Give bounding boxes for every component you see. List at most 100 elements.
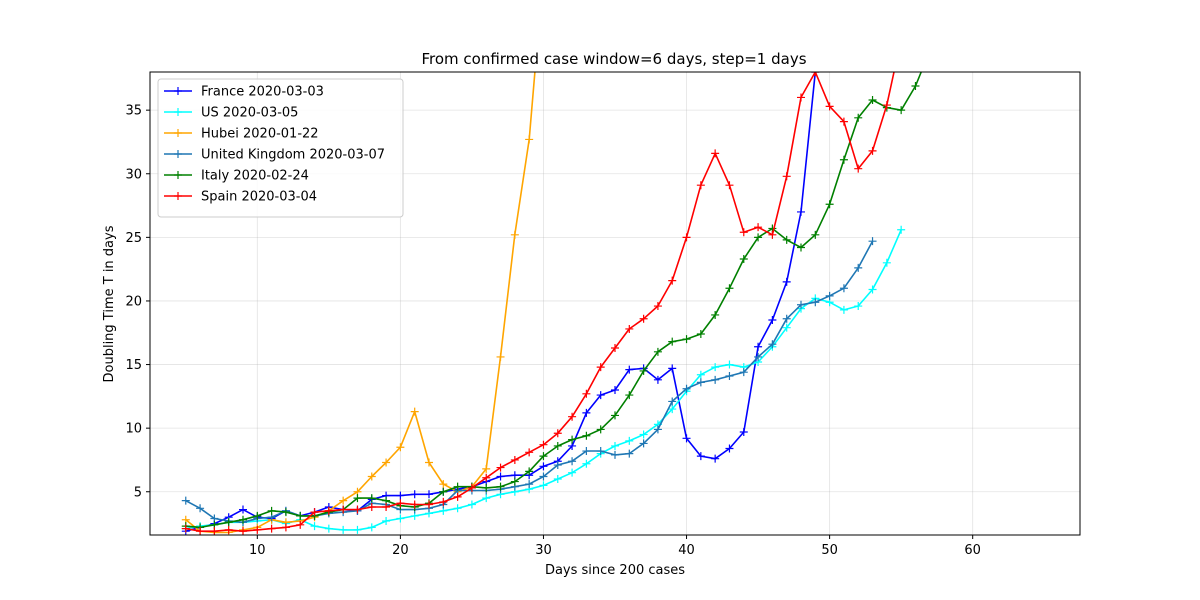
data-point-united-kingdom-2020-03-07 xyxy=(196,504,205,513)
data-point-france-2020-03-03 xyxy=(539,462,548,471)
data-point-italy-2020-02-24 xyxy=(553,441,562,450)
data-point-united-kingdom-2020-03-07 xyxy=(782,314,791,323)
data-point-us-2020-03-05 xyxy=(696,370,705,379)
y-tick-label: 10 xyxy=(125,422,142,437)
data-point-italy-2020-02-24 xyxy=(711,310,720,319)
data-point-us-2020-03-05 xyxy=(482,494,491,503)
data-point-us-2020-03-05 xyxy=(854,302,863,311)
data-point-italy-2020-02-24 xyxy=(668,337,677,346)
data-point-spain-2020-03-04 xyxy=(181,524,190,533)
series-group xyxy=(181,72,922,535)
data-point-italy-2020-02-24 xyxy=(281,508,290,517)
data-point-us-2020-03-05 xyxy=(353,525,362,534)
data-point-spain-2020-03-04 xyxy=(410,500,419,509)
data-point-spain-2020-03-04 xyxy=(296,520,305,529)
data-point-us-2020-03-05 xyxy=(339,525,348,534)
x-tick-label: 60 xyxy=(964,543,981,558)
data-point-italy-2020-02-24 xyxy=(811,230,820,239)
data-point-italy-2020-02-24 xyxy=(653,347,662,356)
data-point-italy-2020-02-24 xyxy=(897,106,906,115)
data-point-france-2020-03-03 xyxy=(653,375,662,384)
data-point-united-kingdom-2020-03-07 xyxy=(797,300,805,309)
legend: France 2020-03-03 US 2020-03-05 Hubei 2020… xyxy=(157,78,404,218)
data-point-hubei-2020-01-22 xyxy=(425,458,433,467)
data-point-spain-2020-03-04 xyxy=(224,525,233,534)
data-point-united-kingdom-2020-03-07 xyxy=(696,378,705,387)
data-point-united-kingdom-2020-03-07 xyxy=(181,496,190,505)
data-point-spain-2020-03-04 xyxy=(267,524,276,533)
data-point-france-2020-03-03 xyxy=(410,490,419,499)
data-point-spain-2020-03-04 xyxy=(396,499,405,508)
data-point-france-2020-03-03 xyxy=(696,452,705,461)
data-point-us-2020-03-05 xyxy=(882,258,891,267)
chart-title: From confirmed case window=6 days, step=… xyxy=(421,50,806,68)
data-point-italy-2020-02-24 xyxy=(353,494,362,503)
data-point-us-2020-03-05 xyxy=(467,500,476,509)
y-tick-label: 35 xyxy=(125,104,142,119)
data-point-us-2020-03-05 xyxy=(539,481,548,490)
x-tick-label: 50 xyxy=(821,543,838,558)
data-point-spain-2020-03-04 xyxy=(782,172,791,181)
data-point-spain-2020-03-04 xyxy=(510,455,519,464)
data-point-united-kingdom-2020-03-07 xyxy=(582,447,591,456)
legend-label-france-2020-03-03: France 2020-03-03 xyxy=(201,85,324,100)
data-point-united-kingdom-2020-03-07 xyxy=(868,237,877,246)
grid xyxy=(150,72,1080,535)
data-point-united-kingdom-2020-03-07 xyxy=(625,449,634,458)
data-point-spain-2020-03-04 xyxy=(839,117,848,126)
data-point-us-2020-03-05 xyxy=(582,459,591,468)
data-point-spain-2020-03-04 xyxy=(525,448,534,457)
data-point-france-2020-03-03 xyxy=(739,427,748,436)
data-point-us-2020-03-05 xyxy=(897,225,906,234)
data-point-hubei-2020-01-22 xyxy=(510,230,519,239)
data-point-spain-2020-03-04 xyxy=(339,505,348,514)
data-point-france-2020-03-03 xyxy=(725,444,734,453)
legend-label-united-kingdom-2020-03-07: United Kingdom 2020-03-07 xyxy=(201,148,385,163)
data-point-italy-2020-02-24 xyxy=(582,431,591,440)
data-point-us-2020-03-05 xyxy=(611,441,619,450)
data-point-spain-2020-03-04 xyxy=(253,525,262,534)
data-point-united-kingdom-2020-03-07 xyxy=(525,480,534,489)
data-point-italy-2020-02-24 xyxy=(825,200,834,209)
data-point-italy-2020-02-24 xyxy=(453,482,462,491)
data-point-us-2020-03-05 xyxy=(568,468,577,477)
data-point-italy-2020-02-24 xyxy=(596,425,605,434)
data-point-france-2020-03-03 xyxy=(496,472,505,481)
legend-box xyxy=(157,78,404,218)
data-point-us-2020-03-05 xyxy=(668,405,677,414)
x-tick-label: 30 xyxy=(535,543,552,558)
data-point-italy-2020-02-24 xyxy=(839,155,848,164)
data-point-hubei-2020-01-22 xyxy=(410,407,419,416)
data-point-spain-2020-03-04 xyxy=(768,230,777,239)
legend-marker-united-kingdom-2020-03-07 xyxy=(174,150,182,158)
data-point-france-2020-03-03 xyxy=(611,385,619,394)
data-point-spain-2020-03-04 xyxy=(668,276,677,285)
data-point-us-2020-03-05 xyxy=(396,514,405,523)
data-point-spain-2020-03-04 xyxy=(739,228,748,237)
data-point-spain-2020-03-04 xyxy=(310,508,319,517)
data-point-spain-2020-03-04 xyxy=(625,324,634,333)
data-point-united-kingdom-2020-03-07 xyxy=(639,439,648,448)
data-point-united-kingdom-2020-03-07 xyxy=(725,372,734,381)
data-point-france-2020-03-03 xyxy=(596,391,605,400)
legend-label-hubei-2020-01-22: Hubei 2020-01-22 xyxy=(201,127,319,142)
data-point-italy-2020-02-24 xyxy=(911,81,920,90)
data-point-hubei-2020-01-22 xyxy=(396,443,405,452)
data-point-italy-2020-02-24 xyxy=(367,494,376,503)
data-point-spain-2020-03-04 xyxy=(467,483,476,492)
data-point-italy-2020-02-24 xyxy=(611,411,619,420)
data-point-spain-2020-03-04 xyxy=(210,527,219,535)
data-point-italy-2020-02-24 xyxy=(496,482,505,491)
data-point-spain-2020-03-04 xyxy=(353,505,362,514)
data-point-italy-2020-02-24 xyxy=(253,511,262,520)
legend-label-us-2020-03-05: US 2020-03-05 xyxy=(201,106,298,121)
data-point-us-2020-03-05 xyxy=(639,430,648,439)
data-point-us-2020-03-05 xyxy=(868,285,877,294)
data-point-spain-2020-03-04 xyxy=(653,302,662,311)
data-point-spain-2020-03-04 xyxy=(496,463,505,472)
data-point-spain-2020-03-04 xyxy=(482,473,491,482)
x-axis-label: Days since 200 cases xyxy=(545,563,685,578)
data-point-us-2020-03-05 xyxy=(625,436,634,445)
y-tick-label: 15 xyxy=(125,358,142,373)
data-point-france-2020-03-03 xyxy=(396,491,405,500)
